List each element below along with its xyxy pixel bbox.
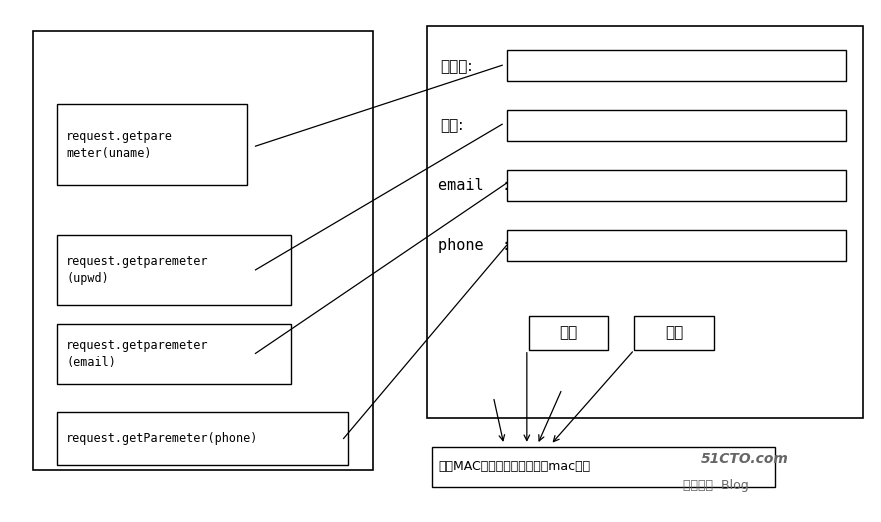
Text: phone  :: phone : <box>438 238 511 253</box>
Text: request.getParemeter(phone): request.getParemeter(phone) <box>66 432 258 445</box>
Text: request.getpare
meter(uname): request.getpare meter(uname) <box>66 130 173 160</box>
Bar <box>57 412 348 465</box>
Text: 用户名:: 用户名: <box>440 60 473 74</box>
Bar <box>57 235 291 305</box>
Text: 注册: 注册 <box>559 325 577 340</box>
Bar <box>507 170 846 201</box>
Text: request.getparemeter
(email): request.getparemeter (email) <box>66 339 209 369</box>
Bar <box>432 447 775 487</box>
Text: email  :: email : <box>438 178 511 193</box>
Text: 51CTO.com: 51CTO.com <box>700 453 788 466</box>
Text: 密码:: 密码: <box>440 118 464 133</box>
Text: 本地MAC地址。还要获得本地mac地址: 本地MAC地址。还要获得本地mac地址 <box>439 460 591 473</box>
Bar <box>427 26 863 418</box>
Bar <box>33 31 373 470</box>
Bar <box>507 50 846 81</box>
Bar <box>507 230 846 261</box>
Text: 技术博客  Blog: 技术博客 Blog <box>683 479 749 492</box>
Bar <box>529 316 608 350</box>
Bar <box>57 104 247 185</box>
Bar <box>507 110 846 141</box>
Bar <box>634 316 714 350</box>
Text: request.getparemeter
(upwd): request.getparemeter (upwd) <box>66 255 209 285</box>
Text: 重置: 重置 <box>665 325 683 340</box>
Bar <box>57 324 291 384</box>
